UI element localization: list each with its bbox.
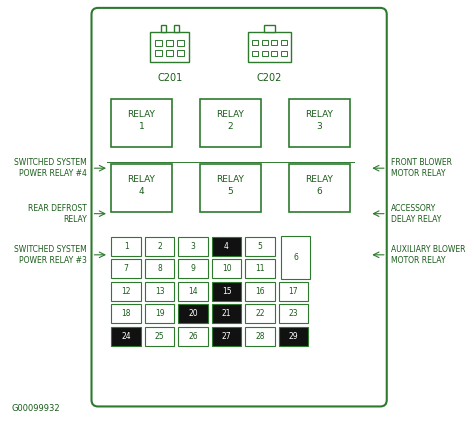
Bar [177, 40, 184, 46]
Bar [155, 40, 162, 46]
Bar [200, 164, 261, 211]
Bar [166, 50, 173, 56]
Text: 17: 17 [289, 287, 298, 296]
Text: 20: 20 [188, 309, 198, 318]
Text: SWITCHED SYSTEM
POWER RELAY #4: SWITCHED SYSTEM POWER RELAY #4 [14, 158, 87, 178]
Text: 8: 8 [157, 264, 162, 273]
Bar [248, 32, 291, 62]
Text: 18: 18 [121, 309, 131, 318]
Text: 2: 2 [157, 242, 162, 251]
Bar [111, 164, 172, 211]
Bar [245, 282, 275, 301]
Bar [245, 237, 275, 255]
Text: 7: 7 [124, 264, 128, 273]
Bar [212, 304, 241, 323]
Bar [279, 327, 308, 346]
Bar [271, 40, 277, 45]
Text: 12: 12 [121, 287, 131, 296]
Text: 27: 27 [222, 332, 231, 341]
Bar [271, 51, 277, 56]
Bar [252, 40, 258, 45]
Bar [145, 237, 174, 255]
Text: ACCESSORY
DELAY RELAY: ACCESSORY DELAY RELAY [391, 204, 441, 224]
Text: 13: 13 [155, 287, 164, 296]
Text: RELAY
5: RELAY 5 [217, 175, 245, 196]
Bar [178, 237, 208, 255]
Bar [245, 259, 275, 278]
Text: 19: 19 [155, 309, 164, 318]
Text: G00099932: G00099932 [11, 404, 60, 413]
Text: 29: 29 [289, 332, 298, 341]
Bar [178, 259, 208, 278]
Text: FRONT BLOWER
MOTOR RELAY: FRONT BLOWER MOTOR RELAY [391, 158, 452, 178]
Text: 26: 26 [188, 332, 198, 341]
Text: 28: 28 [255, 332, 264, 341]
Bar [111, 304, 141, 323]
Text: 14: 14 [188, 287, 198, 296]
Text: 21: 21 [222, 309, 231, 318]
Bar [177, 50, 184, 56]
Bar [289, 99, 350, 146]
Bar [166, 40, 173, 46]
Bar [281, 51, 287, 56]
Bar [111, 282, 141, 301]
Bar [145, 259, 174, 278]
Bar [150, 32, 189, 62]
Bar [111, 99, 172, 146]
Bar [200, 99, 261, 146]
Bar [212, 327, 241, 346]
Text: 24: 24 [121, 332, 131, 341]
Text: 9: 9 [191, 264, 196, 273]
Bar [173, 25, 179, 32]
Text: 6: 6 [293, 253, 298, 262]
Text: 23: 23 [289, 309, 298, 318]
Bar [279, 282, 308, 301]
Bar [281, 40, 287, 45]
Text: 3: 3 [191, 242, 196, 251]
Bar [264, 25, 275, 32]
Bar [111, 237, 141, 255]
Bar [212, 259, 241, 278]
Bar [111, 327, 141, 346]
Bar [279, 304, 308, 323]
Text: RELAY
2: RELAY 2 [217, 110, 245, 131]
Bar [145, 282, 174, 301]
Bar [161, 25, 166, 32]
Text: RELAY
4: RELAY 4 [128, 175, 155, 196]
Bar [155, 50, 162, 56]
Text: 16: 16 [255, 287, 265, 296]
Text: C201: C201 [157, 73, 182, 83]
Bar [145, 327, 174, 346]
Bar [281, 236, 310, 279]
Text: C202: C202 [257, 73, 282, 83]
Bar [145, 304, 174, 323]
Text: REAR DEFROST
RELAY: REAR DEFROST RELAY [28, 204, 87, 224]
Bar [289, 164, 350, 211]
Bar [178, 282, 208, 301]
Text: SWITCHED SYSTEM
POWER RELAY #3: SWITCHED SYSTEM POWER RELAY #3 [14, 245, 87, 265]
Text: 5: 5 [257, 242, 263, 251]
Bar [178, 304, 208, 323]
Text: RELAY
1: RELAY 1 [128, 110, 155, 131]
FancyBboxPatch shape [91, 8, 387, 406]
Text: 11: 11 [255, 264, 264, 273]
Bar [245, 304, 275, 323]
Bar [212, 282, 241, 301]
Text: 25: 25 [155, 332, 164, 341]
Bar [262, 51, 268, 56]
Text: AUXILIARY BLOWER
MOTOR RELAY: AUXILIARY BLOWER MOTOR RELAY [391, 245, 465, 265]
Text: 22: 22 [255, 309, 264, 318]
Text: 10: 10 [222, 264, 231, 273]
Text: 1: 1 [124, 242, 128, 251]
Bar [212, 237, 241, 255]
Bar [111, 259, 141, 278]
Bar [262, 40, 268, 45]
Text: RELAY
6: RELAY 6 [306, 175, 333, 196]
Text: RELAY
3: RELAY 3 [306, 110, 333, 131]
Bar [252, 51, 258, 56]
Bar [245, 327, 275, 346]
Text: 15: 15 [222, 287, 231, 296]
Text: 4: 4 [224, 242, 229, 251]
Bar [178, 327, 208, 346]
